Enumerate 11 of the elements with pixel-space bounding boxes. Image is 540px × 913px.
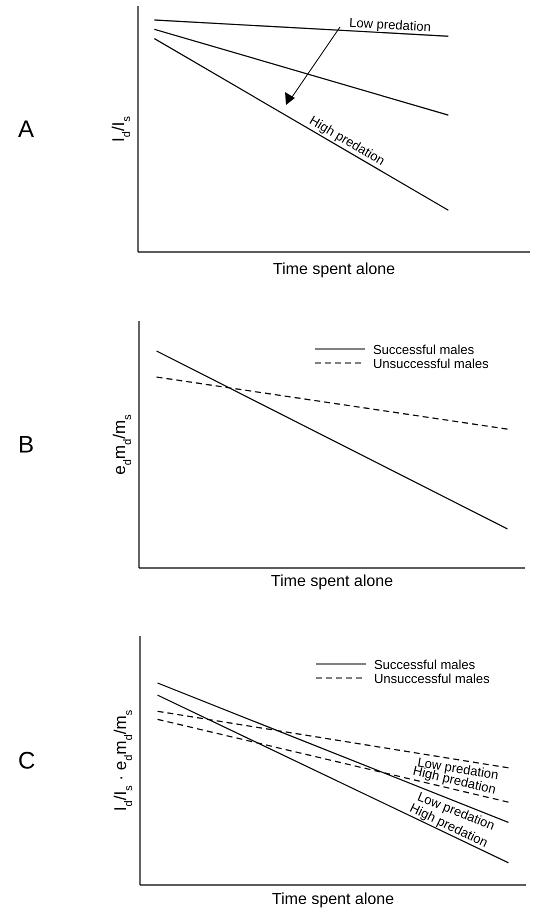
series-label: Low predation [348,14,432,34]
annotation: Unsuccessful males [374,671,490,686]
legend-label: Unsuccessful males [373,356,490,371]
x-axis-title: Time spent alone [272,891,394,908]
legend-label: Successful males [373,342,475,357]
text: B [18,432,34,458]
text: C [18,748,36,774]
text: A [18,116,34,143]
x-axis-title: Time spent alone [272,261,396,278]
text: Successful males [374,657,476,672]
x-axis-title: Time spent alone [270,573,394,590]
